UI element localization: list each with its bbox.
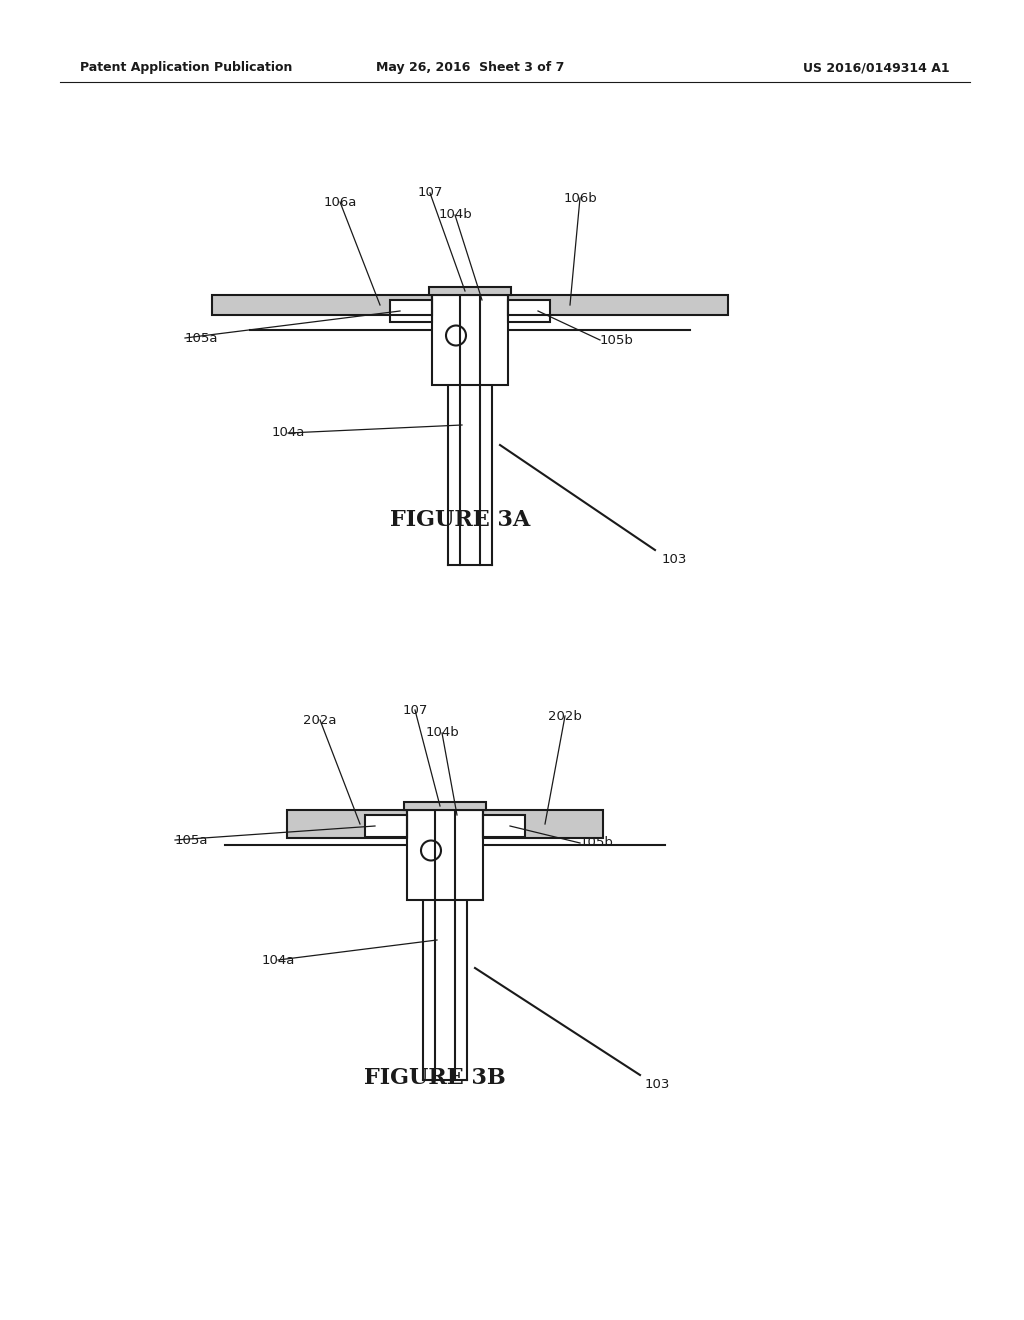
Text: 103: 103 <box>645 1078 671 1092</box>
Text: 107: 107 <box>418 186 442 199</box>
Text: 202b: 202b <box>548 710 582 722</box>
Bar <box>212 294 432 315</box>
Bar <box>508 294 728 315</box>
Text: 104b: 104b <box>425 726 459 739</box>
Bar <box>212 294 432 315</box>
Bar <box>483 814 525 837</box>
Bar <box>483 810 603 838</box>
Text: 107: 107 <box>402 704 428 717</box>
Text: 105b: 105b <box>580 837 613 850</box>
Text: 202a: 202a <box>303 714 337 726</box>
Text: 106b: 106b <box>563 191 597 205</box>
Text: 104a: 104a <box>261 953 295 966</box>
Text: 105b: 105b <box>600 334 634 346</box>
Text: US 2016/0149314 A1: US 2016/0149314 A1 <box>804 62 950 74</box>
Text: 105a: 105a <box>185 331 218 345</box>
Text: FIGURE 3B: FIGURE 3B <box>365 1067 506 1089</box>
Text: 104a: 104a <box>271 426 305 440</box>
Text: FIGURE 3A: FIGURE 3A <box>390 510 530 531</box>
Text: 104b: 104b <box>438 209 472 222</box>
Bar <box>508 294 728 315</box>
Bar <box>508 300 550 322</box>
Bar <box>483 810 603 838</box>
Text: 105a: 105a <box>175 833 209 846</box>
Bar <box>365 814 407 837</box>
Bar <box>432 294 508 385</box>
Bar <box>407 810 483 900</box>
Bar <box>404 803 486 810</box>
Text: 106a: 106a <box>324 195 356 209</box>
Text: Patent Application Publication: Patent Application Publication <box>80 62 293 74</box>
Bar <box>287 810 407 838</box>
Text: May 26, 2016  Sheet 3 of 7: May 26, 2016 Sheet 3 of 7 <box>376 62 564 74</box>
Bar <box>287 810 407 838</box>
Text: 103: 103 <box>662 553 687 566</box>
Bar <box>390 300 432 322</box>
Bar <box>429 286 511 294</box>
